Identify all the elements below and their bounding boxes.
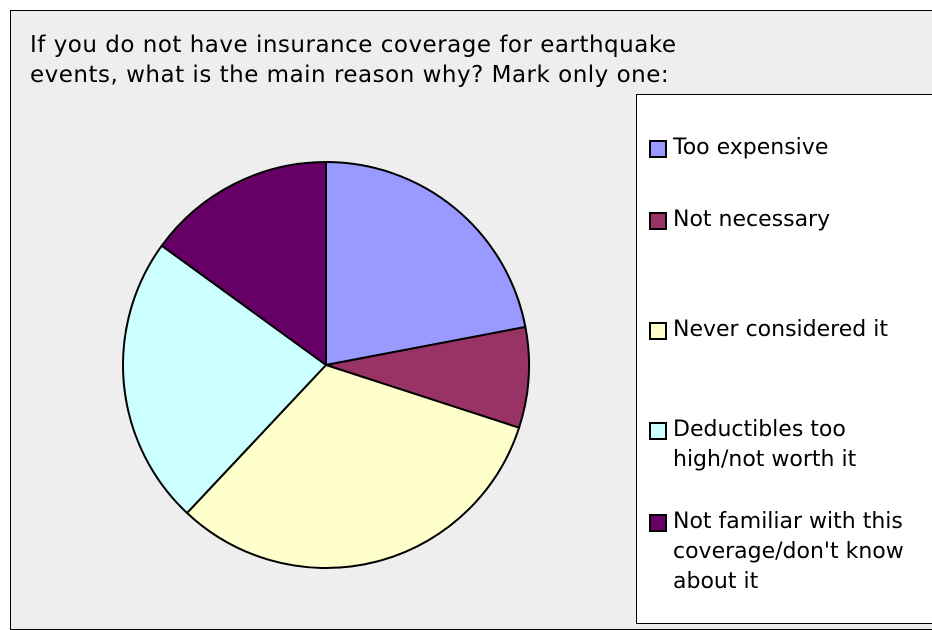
pie-chart [122,161,530,569]
pie-slice-deductibles [122,244,327,514]
legend-item-never-considered: Never considered it [649,315,932,345]
legend-label: Not familiar with this coverage/don't kn… [673,509,904,594]
legend-swatch [649,322,667,340]
legend-swatch [649,514,667,532]
legend-item-too-expensive: Too expensive [649,133,932,163]
pie-slice-not-necessary [325,325,530,429]
legend-swatch [649,140,667,158]
legend-item-not-familiar: Not familiar with this coverage/don't kn… [649,507,932,597]
chart-title-line-2: events, what is the main reason why? Mar… [30,62,670,88]
pie-slice-never-considered [186,364,521,569]
legend-label: Too expensive [673,135,829,160]
legend-item-deductibles: Deductibles too high/not worth it [649,415,932,475]
legend-label: Never considered it [673,317,888,342]
legend-swatch [649,422,667,440]
legend: Too expensive Not necessary Never consid… [636,94,932,624]
legend-label: Deductibles too high/not worth it [673,417,857,472]
pie-slice-too-expensive [325,161,527,366]
legend-item-not-necessary: Not necessary [649,205,932,235]
legend-label: Not necessary [673,207,831,232]
pie-slice-not-familiar [160,161,327,366]
chart-title: If you do not have insurance coverage fo… [30,30,677,90]
legend-swatch [649,212,667,230]
chart-title-line-1: If you do not have insurance coverage fo… [30,32,677,58]
